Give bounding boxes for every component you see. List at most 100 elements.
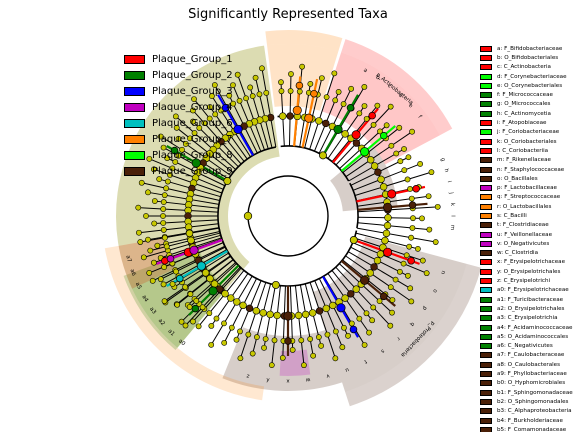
branch: [299, 284, 314, 356]
legend-label: Plaque_Group_1: [152, 54, 233, 66]
clade-label: x: [286, 378, 290, 384]
node: [233, 298, 241, 306]
taxa-label: z: C_Erysipelotrichi: [497, 278, 551, 285]
node: [252, 307, 260, 315]
taxa-swatch: [480, 324, 492, 331]
node: [201, 120, 208, 127]
node: [331, 70, 338, 77]
legend-entry: Plaque_Group_7: [124, 131, 233, 147]
taxa-entry: b0: O_Hyphomicrobiales: [480, 379, 576, 388]
taxa-swatch: [480, 175, 492, 182]
taxa-entry: r: O_Lactobacillales: [480, 202, 576, 211]
node: [164, 155, 171, 162]
node: [160, 206, 167, 212]
node: [288, 71, 294, 77]
taxa-entry: e: O_Corynebacteriales: [480, 81, 576, 90]
taxa-swatch: [480, 129, 492, 136]
clade-label: y: [266, 377, 271, 383]
taxa-swatch: [480, 212, 492, 219]
node: [341, 294, 349, 302]
clade-label: b: [374, 75, 381, 82]
taxa-entry: w: C_Clostridia: [480, 249, 576, 258]
node: [243, 211, 253, 221]
node: [190, 318, 196, 325]
significant-node-Plaque_Group_9: [380, 292, 388, 301]
taxa-entry: m: F_Rikenellaceae: [480, 156, 576, 165]
legend-swatch: [124, 166, 145, 176]
legend-label: Plaque_Group_7: [152, 133, 233, 145]
node: [160, 144, 167, 151]
node: [348, 320, 355, 327]
node: [252, 74, 259, 81]
significant-node-Plaque_Group_1: [387, 189, 397, 199]
taxa-label: a4: F_Acidaminococcaceae: [497, 324, 573, 331]
node: [160, 220, 167, 226]
taxa-swatch: [480, 185, 492, 192]
node: [428, 169, 435, 176]
node: [373, 256, 382, 265]
taxa-entry: c: C_Actinobacteria: [480, 63, 576, 72]
node: [286, 112, 294, 120]
taxa-entry: x: F_Erysipelotrichaceae: [480, 258, 576, 267]
clade-label: r: [395, 335, 401, 341]
node: [140, 254, 147, 261]
taxa-label: w: C_Clostridia: [497, 250, 539, 257]
node: [417, 161, 424, 167]
taxa-label: m: F_Rikenellaceae: [497, 157, 551, 164]
clade-label: w: [305, 376, 311, 383]
taxa-swatch: [480, 240, 492, 247]
significant-node-Plaque_Group_7: [295, 81, 304, 90]
node: [206, 310, 213, 317]
node: [361, 83, 368, 90]
node: [388, 142, 395, 149]
legend-swatch: [124, 119, 145, 128]
node: [136, 229, 142, 236]
significant-node-Plaque_Group_7: [292, 105, 302, 115]
branch: [304, 77, 323, 149]
significant-node-Plaque_Group_2: [346, 103, 355, 112]
branch: [175, 116, 236, 170]
node: [173, 124, 180, 131]
node: [356, 315, 363, 322]
node: [426, 226, 433, 233]
node: [151, 198, 158, 204]
node: [370, 121, 377, 128]
clade-sector-firmicutes: [115, 45, 280, 348]
taxa-label: a9: F_Phyllobacteriaceae: [497, 371, 567, 378]
node: [160, 227, 167, 233]
significant-node-Plaque_Group_4: [189, 245, 199, 255]
clade-label: u: [344, 366, 349, 373]
taxa-swatch: [480, 166, 492, 173]
branch: [147, 191, 220, 205]
taxa-entry: o: O_Bacillales: [480, 174, 576, 183]
node: [383, 122, 390, 129]
taxa-label: b4: F_Burkholderiaceae: [497, 417, 563, 424]
node: [307, 80, 314, 87]
significant-node-Plaque_Group_3: [221, 103, 230, 112]
node: [213, 315, 220, 322]
node: [370, 162, 379, 170]
clade-label: e: [407, 103, 414, 110]
taxa-label: h: C_Actinomycetia: [497, 110, 551, 117]
taxa-entry: u: F_Veillonellaceae: [480, 230, 576, 239]
node: [190, 107, 196, 114]
node: [243, 95, 249, 102]
taxa-label: e: O_Corynebacteriales: [497, 82, 563, 89]
branch: [345, 255, 412, 302]
branch: [176, 259, 234, 306]
legend-entry: Plaque_Group_4: [124, 100, 233, 116]
clade-label: a0: [177, 338, 187, 347]
node: [268, 362, 275, 369]
node: [187, 291, 194, 298]
node: [387, 322, 394, 329]
node: [143, 213, 149, 219]
node: [308, 309, 317, 317]
taxa-swatch: [480, 147, 492, 154]
node: [349, 235, 358, 244]
clade-label: z: [246, 373, 250, 380]
branch: [147, 227, 220, 241]
node: [289, 347, 296, 353]
node: [400, 260, 407, 267]
node: [315, 334, 322, 341]
node: [154, 242, 161, 249]
